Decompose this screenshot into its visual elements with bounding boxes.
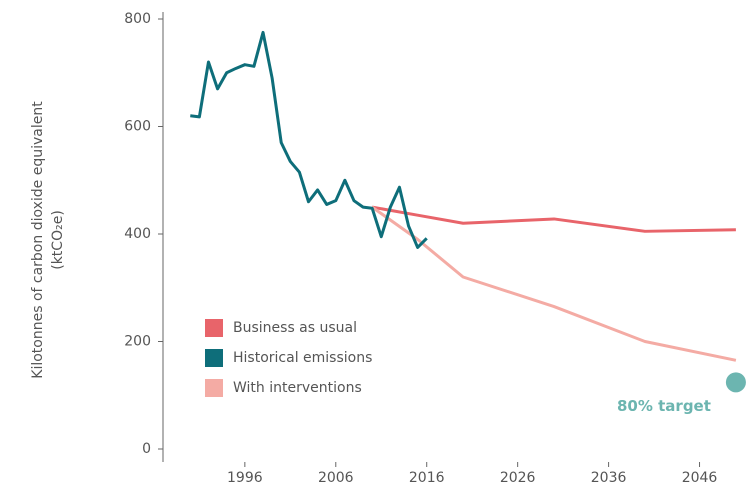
y-tick-label: 0 (142, 441, 151, 457)
x-tick-label: 1996 (227, 470, 263, 486)
series-line (371, 205, 737, 362)
series-line (371, 205, 736, 233)
y-axis-label: (ktCO₂e) (50, 210, 66, 270)
legend-label: Business as usual (233, 320, 357, 336)
y-tick-label: 600 (124, 119, 151, 135)
x-tick-label: 2036 (591, 470, 627, 486)
legend-label: With interventions (233, 380, 362, 396)
series-line (190, 30, 428, 249)
y-axis-label: Kilotonnes of carbon dioxide equivalent (30, 101, 46, 379)
y-tick-label: 200 (124, 334, 151, 350)
target-point (725, 372, 746, 393)
x-tick-label: 2046 (682, 470, 718, 486)
x-tick-label: 2006 (318, 470, 354, 486)
legend-label: Historical emissions (233, 350, 372, 366)
legend-swatch (205, 319, 223, 337)
x-tick-label: 2026 (500, 470, 536, 486)
y-tick-label: 400 (124, 226, 151, 242)
legend-swatch (205, 349, 223, 367)
y-tick-label: 800 (124, 11, 151, 27)
target-label: 80% target (617, 397, 711, 415)
legend-swatch (205, 379, 223, 397)
x-tick-label: 2016 (409, 470, 445, 486)
